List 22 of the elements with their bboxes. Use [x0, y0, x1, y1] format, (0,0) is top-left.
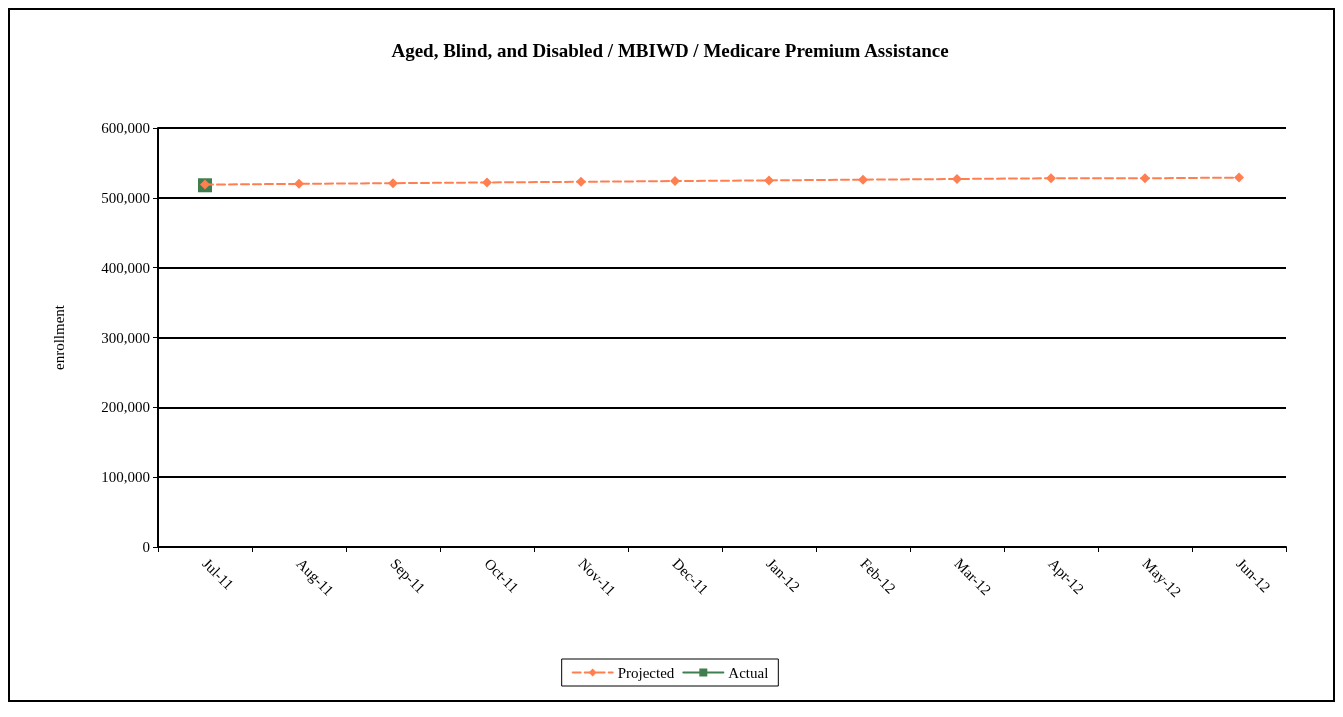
- point: [670, 176, 680, 187]
- point: [1234, 172, 1244, 183]
- y-tick-label: 200,000: [101, 399, 150, 416]
- point: [294, 178, 304, 189]
- point: [388, 178, 398, 189]
- y-tick-label: 100,000: [101, 469, 150, 486]
- point: [764, 175, 774, 186]
- point: [482, 177, 492, 188]
- legend-label: Projected: [617, 664, 675, 681]
- point: [1140, 173, 1150, 184]
- y-tick-label: 400,000: [101, 259, 150, 276]
- point: [576, 176, 586, 187]
- y-tick-label: 500,000: [101, 189, 150, 206]
- point: [858, 174, 868, 185]
- y-tick-label: 600,000: [101, 120, 150, 136]
- chart-title: Aged, Blind, and Disabled / MBIWD / Medicare Premium Assistance: [391, 40, 949, 61]
- point: [952, 173, 962, 184]
- point: [1046, 173, 1056, 184]
- y-axis-title: enrollment: [50, 304, 67, 370]
- y-tick-label: 300,000: [101, 329, 150, 346]
- legend-label: Actual: [728, 664, 769, 681]
- y-tick-label: 0: [142, 539, 150, 555]
